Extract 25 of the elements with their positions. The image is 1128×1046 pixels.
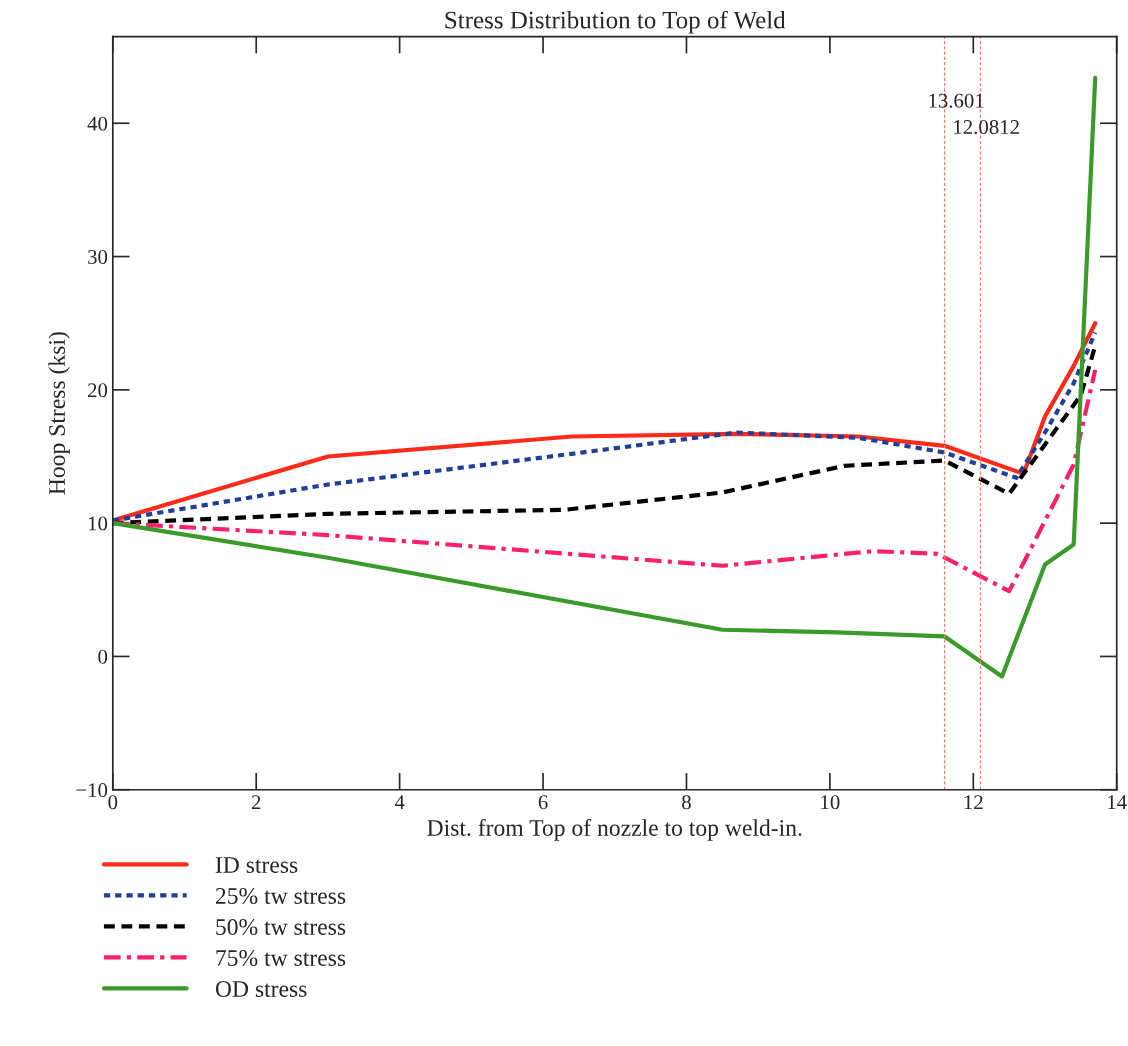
legend-label: 50% tw stress bbox=[216, 918, 346, 936]
y-tick-label: 10 bbox=[88, 516, 108, 531]
x-tick-label: 6 bbox=[538, 795, 548, 810]
legend-label: 25% tw stress bbox=[215, 887, 346, 905]
x-tick-label: 10 bbox=[821, 795, 840, 810]
x-tick-label: 8 bbox=[682, 795, 691, 810]
legend-label: ID stress bbox=[215, 857, 298, 873]
chart-title: Stress Distribution to Top of Weld bbox=[445, 10, 786, 34]
line-series bbox=[112, 75, 1098, 679]
y-tick-label: 0 bbox=[98, 649, 108, 664]
legend-label: OD stress bbox=[215, 981, 307, 997]
x-tick-label: 4 bbox=[394, 795, 405, 810]
x-tick-label: 2 bbox=[251, 795, 261, 810]
x-tick-label: 12 bbox=[964, 795, 983, 810]
y-tick-label: −10 bbox=[76, 783, 108, 798]
y-tick-label: 30 bbox=[88, 249, 108, 264]
x-tick-label: 14 bbox=[1108, 795, 1127, 810]
y-axis-title: Hoop Stress (ksi) bbox=[48, 332, 70, 495]
x-tick-label: 0 bbox=[108, 795, 118, 810]
x-axis-title: Dist. from Top of nozzle to top weld-in. bbox=[427, 819, 802, 841]
y-tick-label: 20 bbox=[88, 383, 108, 398]
legend-label: 75% tw stress bbox=[216, 950, 346, 967]
y-tick-label: 40 bbox=[87, 116, 108, 131]
annotation: 13.601 bbox=[929, 93, 984, 108]
annotation: 12.0812 bbox=[954, 119, 1019, 135]
